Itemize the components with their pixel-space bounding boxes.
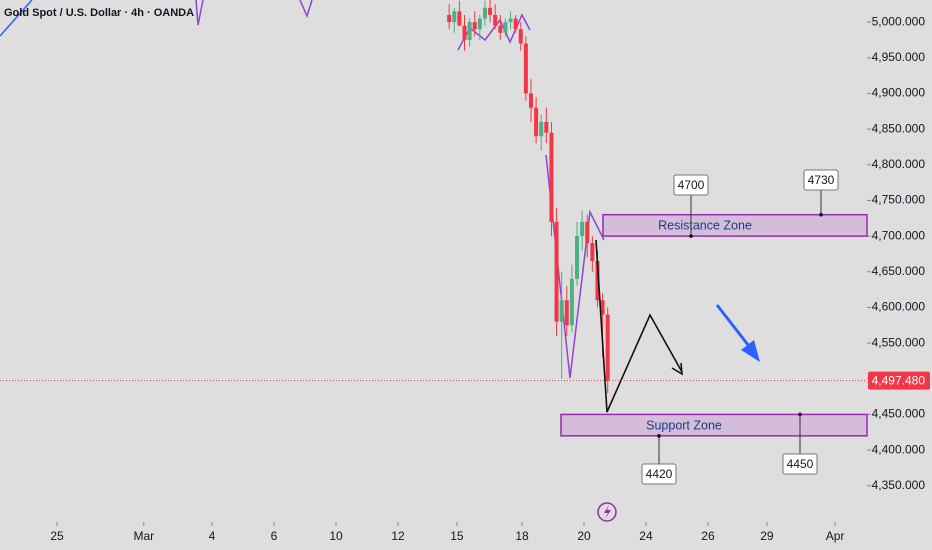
y-tick-label: 4,850.000 <box>872 121 926 135</box>
y-tick-label: 4,750.000 <box>872 193 926 207</box>
chart-title: Gold Spot / U.S. Dollar · 4h · OANDA <box>4 7 194 19</box>
x-tick-label: 15 <box>450 529 464 543</box>
x-tick-label: 26 <box>701 529 715 543</box>
candle-body <box>447 14 452 23</box>
y-tick-label: 4,350.000 <box>872 478 926 492</box>
candle-body <box>569 278 574 326</box>
x-tick-label: 18 <box>515 529 529 543</box>
candle-body <box>534 107 539 137</box>
candle-body <box>605 314 610 381</box>
x-tick-label: 29 <box>760 529 774 543</box>
y-tick-label: 4,900.000 <box>872 86 926 100</box>
callout-dot <box>798 412 802 417</box>
candle-body <box>528 93 533 108</box>
pattern-line <box>195 0 204 26</box>
candle-body <box>462 25 467 40</box>
trend-line <box>0 0 33 37</box>
candle-body <box>488 7 493 15</box>
candle-body <box>472 22 477 30</box>
x-tick-label: 4 <box>209 529 216 543</box>
zone <box>602 213 868 237</box>
candle-body <box>564 300 569 326</box>
callout-label: 4700 <box>678 178 705 192</box>
y-tick-label: 4,800.000 <box>872 157 926 171</box>
x-tick-label: Mar <box>133 529 154 543</box>
callout-dot <box>819 212 823 217</box>
projection-path <box>595 239 683 413</box>
candle-body <box>523 43 528 94</box>
candle-body <box>498 25 503 33</box>
candle-body <box>544 121 549 133</box>
callout-dot <box>657 434 661 438</box>
candle-body <box>482 7 487 19</box>
zone-label: Support Zone <box>646 418 722 432</box>
callout-label: 4730 <box>808 173 835 187</box>
y-tick-label: 4,550.000 <box>872 335 926 349</box>
x-tick-label: 20 <box>577 529 591 543</box>
callout-box <box>673 174 709 196</box>
y-tick-label: 4,600.000 <box>872 300 926 314</box>
direction-arrow <box>715 304 754 351</box>
callout-label: 4420 <box>646 467 673 481</box>
y-tick-label: 4,450.000 <box>872 407 926 421</box>
y-tick-label: 4,950.000 <box>872 50 926 64</box>
x-tick-label: 10 <box>329 529 343 543</box>
price-tag <box>868 371 930 390</box>
candle-body <box>600 300 605 315</box>
pattern-line <box>299 0 313 19</box>
callout-dot <box>689 234 693 238</box>
candle-body <box>595 261 600 301</box>
candle-body <box>477 18 482 30</box>
candle-body <box>467 22 472 40</box>
x-tick-label: 12 <box>391 529 405 543</box>
candle-body <box>493 14 498 26</box>
callout-label: 4450 <box>787 457 814 471</box>
x-tick-label: 24 <box>639 529 653 543</box>
callout-box <box>641 463 677 485</box>
candle-body <box>513 18 518 30</box>
candle-body <box>590 243 595 262</box>
x-tick-label: 25 <box>50 529 64 543</box>
candle-body <box>508 18 513 23</box>
candle-body <box>539 121 544 137</box>
callout-box <box>803 169 839 191</box>
candle-body <box>554 221 559 322</box>
candle-body <box>580 221 585 237</box>
candle-body <box>549 132 554 222</box>
x-tick-label: 6 <box>271 529 278 543</box>
zone-label: Resistance Zone <box>658 219 752 233</box>
x-tick-label: Apr <box>826 529 845 543</box>
candle-body <box>518 29 523 44</box>
y-tick-label: 4,700.000 <box>872 228 926 242</box>
zone <box>560 413 868 437</box>
candle-body <box>575 236 580 279</box>
event-icon-bolt <box>604 505 611 519</box>
y-tick-label: 5,000.000 <box>872 14 926 28</box>
price-tag-label: 4,497.480 <box>872 374 926 388</box>
direction-arrowhead <box>741 340 760 362</box>
candle-body <box>585 221 590 244</box>
candle-body <box>452 11 457 23</box>
y-tick-label: 4,650.000 <box>872 264 926 278</box>
y-tick-label: 4,400.000 <box>872 442 926 456</box>
projection-arrowhead <box>671 362 683 376</box>
callout-box <box>782 453 818 475</box>
candle-body <box>559 300 564 322</box>
candle-body <box>503 22 508 33</box>
event-icon[interactable] <box>597 502 617 522</box>
candle-body <box>457 11 462 26</box>
